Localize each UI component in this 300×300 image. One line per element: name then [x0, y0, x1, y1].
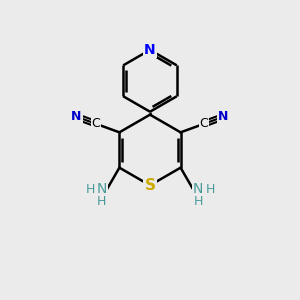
Text: N: N	[144, 43, 156, 57]
Text: H: H	[85, 183, 94, 196]
Text: N: N	[193, 182, 203, 196]
Text: S: S	[145, 178, 155, 193]
Text: H: H	[97, 195, 106, 208]
Text: C: C	[200, 117, 208, 130]
Text: C: C	[92, 117, 100, 130]
Text: H: H	[194, 195, 203, 208]
Text: N: N	[218, 110, 229, 123]
Text: H: H	[206, 183, 215, 196]
Text: N: N	[97, 182, 107, 196]
Text: N: N	[71, 110, 82, 123]
